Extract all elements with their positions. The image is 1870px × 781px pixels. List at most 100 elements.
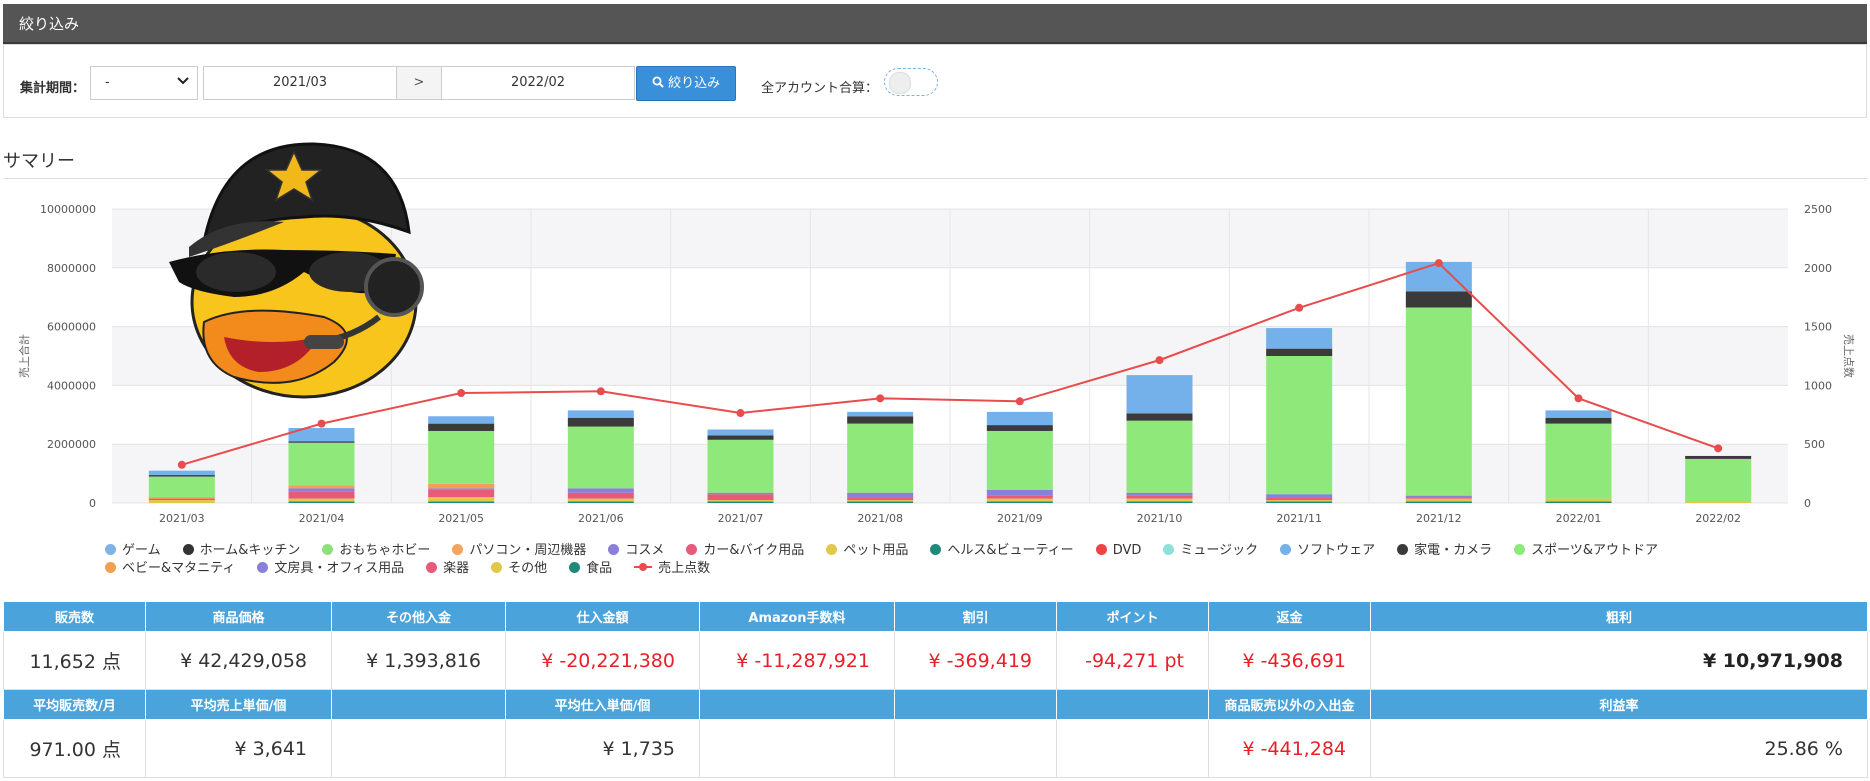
stats-row2-header-4 <box>699 689 895 720</box>
stats-row2-header-0: 平均販売数/月 <box>3 689 146 720</box>
x-tick-label: 2021/09 <box>997 512 1043 525</box>
chart-bar-segment <box>1126 495 1193 499</box>
x-tick-label: 2021/08 <box>857 512 903 525</box>
x-tick-label: 2021/03 <box>159 512 205 525</box>
legend-swatch-icon <box>491 562 503 573</box>
y-left-tick-label: 8000000 <box>47 262 96 275</box>
legend-item[interactable]: 食品 <box>569 560 612 578</box>
legend-item[interactable]: 楽器 <box>426 560 469 578</box>
chart-bar-segment <box>847 501 914 503</box>
legend-item[interactable]: コスメ <box>608 542 664 560</box>
stats-row2-header-6 <box>1056 689 1209 720</box>
legend-item[interactable]: ペット用品 <box>826 542 908 560</box>
x-tick-label: 2021/10 <box>1137 512 1183 525</box>
duck-mascot-image <box>169 142 424 399</box>
y-right-tick-label: 2000 <box>1804 262 1832 275</box>
legend-item[interactable]: DVD <box>1095 542 1141 560</box>
filter-panel-title: 絞り込み <box>3 4 1867 44</box>
all-accounts-toggle[interactable] <box>884 68 938 96</box>
chart-bar-segment <box>1545 417 1612 424</box>
legend-item[interactable]: ソフトウェア <box>1280 542 1375 560</box>
stats-row2-header-3: 平均仕入単価/個 <box>505 689 700 720</box>
chart-bar-segment <box>567 501 634 503</box>
legend-item[interactable]: カー&バイク用品 <box>686 542 804 560</box>
stats-row1-value-6: -94,271 pt <box>1056 631 1209 690</box>
chart-bar-segment <box>707 500 774 502</box>
stats-row1-value-8: ¥ 10,971,908 <box>1370 631 1868 690</box>
legend-label: 食品 <box>586 561 613 576</box>
legend-line-icon <box>634 563 653 571</box>
legend-item[interactable]: ミュージック <box>1163 542 1258 560</box>
legend-swatch-icon <box>1163 544 1175 555</box>
legend-item[interactable]: おもちゃホビー <box>322 542 430 560</box>
legend-item[interactable]: 文房具・オフィス用品 <box>257 560 404 578</box>
stats-row2-header-5 <box>894 689 1057 720</box>
chart-line-point <box>596 387 605 396</box>
legend-item[interactable]: スポーツ&アウトドア <box>1514 542 1658 560</box>
legend-label: コスメ <box>625 543 665 558</box>
chart-line-point <box>1295 303 1304 312</box>
legend-item[interactable]: ベビー&マタニティ <box>105 560 235 578</box>
filter-button[interactable]: 絞り込み <box>636 66 736 101</box>
chart-bar-segment <box>567 410 634 418</box>
legend-label: スポーツ&アウトドア <box>1531 543 1659 558</box>
chart-bar-segment <box>707 492 774 495</box>
chart-line-point <box>1574 394 1583 403</box>
chart-bar-segment <box>1266 348 1333 356</box>
period-label: 集計期間： <box>20 81 86 96</box>
legend-item[interactable]: ゲーム <box>105 542 161 560</box>
legend-swatch-icon <box>105 562 116 573</box>
chart-line-point <box>457 389 466 398</box>
legend-item[interactable]: 家電・カメラ <box>1397 542 1492 560</box>
sales-chart: 10000000 8000000 6000000 4000000 2000000 0 250… <box>17 203 1855 525</box>
y-left-tick-label: 4000000 <box>47 379 96 392</box>
chart-bar-segment <box>1685 458 1752 502</box>
chart-bar-segment <box>428 488 495 490</box>
chart-bar-segment <box>986 425 1053 431</box>
stats-row1-header-2: その他入金 <box>331 601 506 632</box>
period-select[interactable]: - <box>90 66 198 100</box>
chart-bar-segment <box>847 411 914 417</box>
legend-swatch-icon <box>608 544 620 555</box>
chart-bar-segment <box>1266 356 1333 495</box>
x-tick-label: 2021/04 <box>299 512 345 525</box>
stats-row1-header-4: Amazon手数料 <box>699 601 895 632</box>
date-range-arrow: > <box>396 66 442 100</box>
legend-item[interactable]: パソコン・周辺機器 <box>452 542 586 560</box>
stats-row1-value-7: ¥ -436,691 <box>1208 631 1371 690</box>
y-left-tick-label: 10000000 <box>40 203 96 216</box>
legend-label: おもちゃホビー <box>339 543 431 558</box>
chart-line-point <box>1714 444 1723 453</box>
date-to-input[interactable]: 2022/02 <box>441 66 635 100</box>
legend-item[interactable]: その他 <box>491 560 547 578</box>
chart-line-point <box>1155 356 1164 365</box>
chart-bar-segment <box>986 501 1053 503</box>
legend-label: その他 <box>508 561 548 576</box>
chart-bar-segment <box>1405 498 1472 502</box>
legend-label: ペット用品 <box>843 543 909 558</box>
legend-label: パソコン・周辺機器 <box>469 543 587 558</box>
chart-bar-segment <box>567 498 634 502</box>
y-right-tick-label: 500 <box>1804 438 1825 451</box>
search-icon <box>652 76 668 91</box>
legend-swatch-icon <box>1397 544 1409 555</box>
legend-label: ミュージック <box>1180 543 1259 558</box>
legend-swatch-icon <box>1095 544 1107 555</box>
date-from-input[interactable]: 2021/03 <box>203 66 397 100</box>
chart-bar-segment <box>428 430 495 484</box>
chart-bar-segment <box>288 442 355 486</box>
chart-bar-segment <box>148 498 215 501</box>
stats-row2-value-5 <box>894 719 1057 778</box>
stats-row2-header-2 <box>331 689 506 720</box>
stats-row2-header-8: 利益率 <box>1370 689 1868 720</box>
stats-header-row-2: 平均販売数/月 平均売上単価/個 平均仕入単価/個 商品販売以外の入出金 利益率 <box>3 689 1868 720</box>
legend-item[interactable]: ヘルス&ビューティー <box>930 542 1074 560</box>
chart-line-point <box>876 394 885 403</box>
chart-bar-segment <box>428 483 495 489</box>
stats-row1-value-3: ¥ -20,221,380 <box>505 631 700 690</box>
legend-item[interactable]: 売上点数 <box>634 560 710 578</box>
chart-bar-segment <box>288 485 355 489</box>
legend-item[interactable]: ホーム&キッチン <box>182 542 300 560</box>
stats-row1-header-1: 商品価格 <box>145 601 332 632</box>
chart-bar-segment <box>1405 307 1472 496</box>
